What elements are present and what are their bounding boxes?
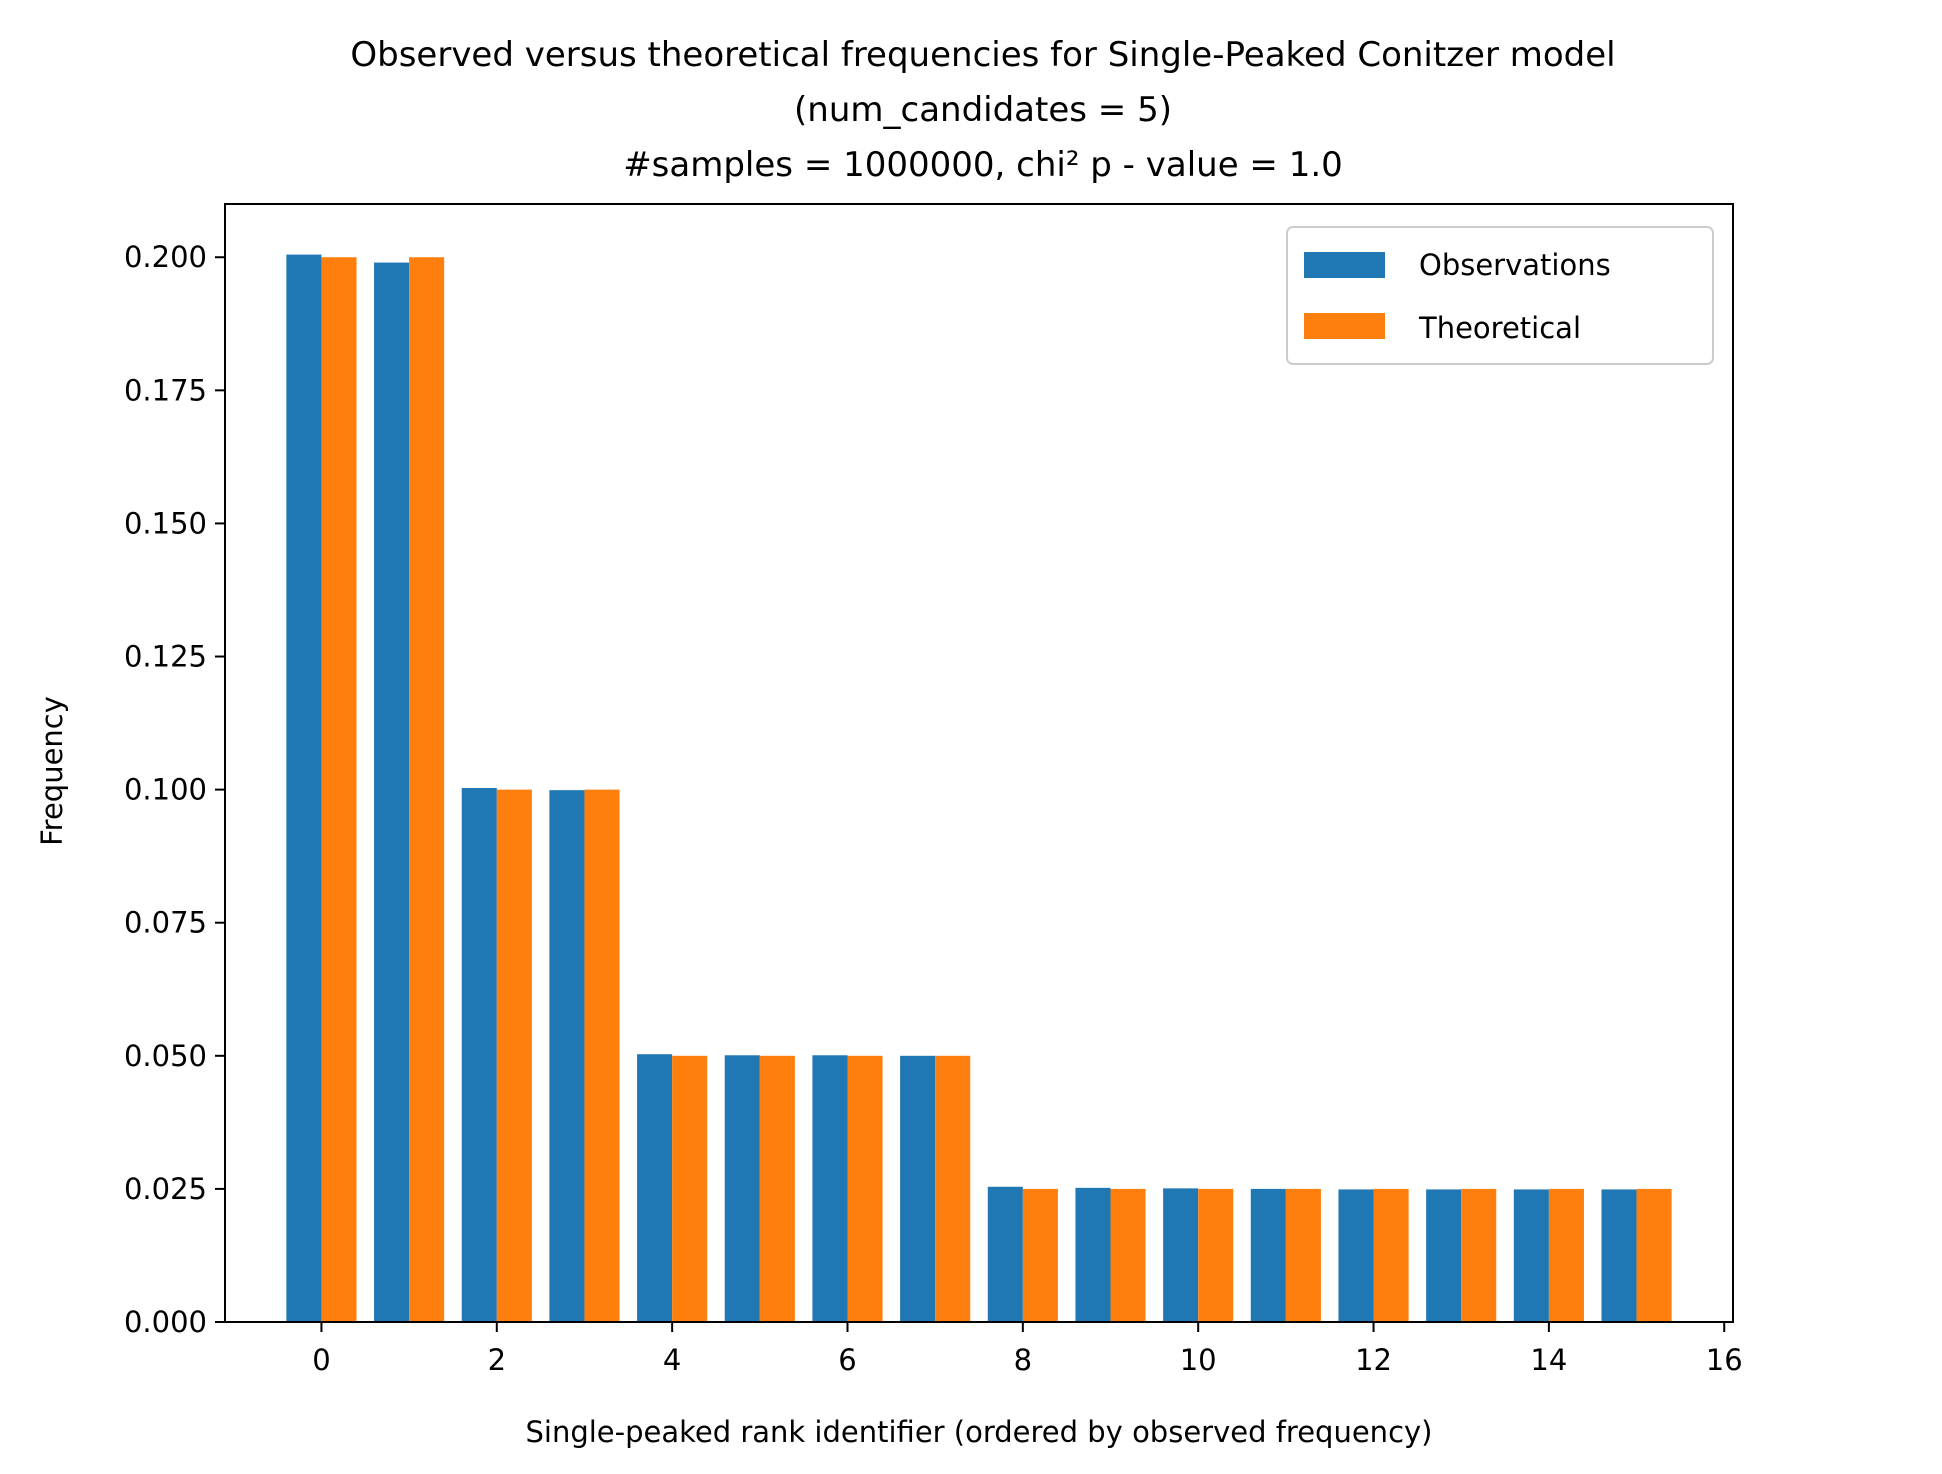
bar-observations-13 [1426, 1189, 1462, 1322]
x-tick-label: 4 [663, 1343, 681, 1377]
x-tick-label: 2 [488, 1343, 506, 1377]
legend-swatch-theoretical [1304, 313, 1385, 339]
bar-theoretical-8 [1022, 1188, 1058, 1322]
bar-observations-10 [1163, 1188, 1199, 1322]
bar-observations-3 [549, 790, 585, 1322]
bar-observations-14 [1513, 1189, 1549, 1322]
legend-label-theoretical: Theoretical [1418, 311, 1581, 345]
x-axis-label: Single-peaked rank identifier (ordered b… [525, 1415, 1432, 1449]
y-axis-ticks: 0.000 0.025 0.050 0.075 0.100 0.125 0.150 0.175… [124, 240, 225, 1339]
bar-theoretical-7 [935, 1055, 971, 1322]
bar-observations-9 [1075, 1187, 1111, 1322]
y-tick-label: 0.050 [124, 1039, 207, 1073]
bar-theoretical-6 [847, 1055, 883, 1322]
bar-theoretical-13 [1461, 1188, 1497, 1322]
bar-observations-11 [1250, 1188, 1286, 1322]
y-tick-label: 0.200 [124, 240, 207, 274]
x-tick-label: 16 [1706, 1343, 1743, 1377]
bar-theoretical-11 [1285, 1188, 1321, 1322]
bar-observations-2 [461, 788, 497, 1322]
chart-title: Observed versus theoretical frequencies … [350, 35, 1615, 185]
bar-observations-15 [1601, 1189, 1637, 1322]
x-tick-label: 14 [1530, 1343, 1567, 1377]
bar-observations-6 [812, 1055, 848, 1322]
bar-theoretical-1 [409, 257, 445, 1323]
y-axis-label: Frequency [35, 696, 69, 846]
bar-theoretical-15 [1636, 1188, 1672, 1322]
bar-theoretical-10 [1198, 1188, 1234, 1322]
bar-observations-0 [286, 254, 322, 1323]
y-tick-label: 0.075 [124, 906, 207, 940]
y-tick-label: 0.150 [124, 506, 207, 540]
chart-title-line-3: #samples = 1000000, chi² p - value = 1.0 [623, 145, 1343, 185]
plot-area-frame [224, 203, 1734, 1323]
legend-frame [1286, 226, 1714, 365]
y-tick-label: 0.100 [124, 773, 207, 807]
y-tick-label: 0.125 [124, 640, 207, 674]
y-tick-label: 0.025 [124, 1172, 207, 1206]
bar-observations-1 [374, 262, 410, 1322]
bar-theoretical-5 [759, 1055, 795, 1322]
bars-group [286, 254, 1672, 1323]
y-tick-label: 0.000 [124, 1305, 207, 1339]
bar-theoretical-0 [321, 257, 357, 1323]
legend-label-observations: Observations [1419, 248, 1611, 282]
bar-observations-8 [987, 1186, 1023, 1322]
x-tick-label: 8 [1014, 1343, 1032, 1377]
legend-swatch-observations [1304, 252, 1385, 278]
bar-theoretical-3 [584, 789, 620, 1322]
chart-title-line-2: (num_candidates = 5) [794, 90, 1172, 130]
x-axis-ticks: 0 2 4 6 8 10 12 14 16 [312, 1322, 1743, 1377]
bar-observations-12 [1338, 1189, 1374, 1322]
bar-theoretical-2 [496, 789, 532, 1322]
bar-observations-7 [900, 1055, 936, 1322]
bar-observations-5 [724, 1055, 760, 1322]
bar-theoretical-4 [672, 1055, 708, 1322]
bar-theoretical-9 [1110, 1188, 1146, 1322]
x-tick-label: 12 [1355, 1343, 1392, 1377]
y-tick-label: 0.175 [124, 373, 207, 407]
legend: Observations Theoretical [1286, 226, 1714, 365]
chart-title-line-1: Observed versus theoretical frequencies … [350, 35, 1615, 75]
bar-observations-4 [637, 1054, 673, 1322]
bar-theoretical-14 [1548, 1188, 1584, 1322]
x-tick-label: 6 [838, 1343, 856, 1377]
x-tick-label: 0 [312, 1343, 330, 1377]
bar-theoretical-12 [1373, 1188, 1409, 1322]
x-tick-label: 10 [1180, 1343, 1217, 1377]
